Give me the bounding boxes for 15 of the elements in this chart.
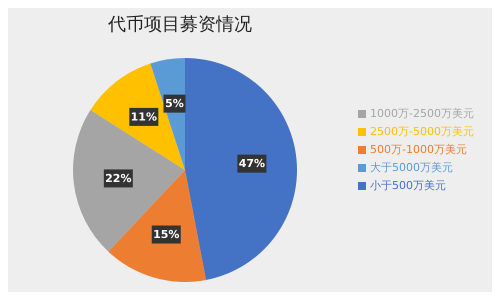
legend-label: 小于500万美元: [370, 179, 446, 192]
legend-label: 2500万-5000万美元: [370, 125, 474, 138]
data-label: 47%: [238, 157, 266, 170]
pie-slice: [90, 63, 185, 170]
legend-label: 大于5000万美元: [370, 161, 454, 174]
legend-label: 1000万-2500万美元: [370, 107, 474, 120]
pie-slice: [185, 58, 297, 280]
legend-label: 500万-1000万美元: [370, 143, 467, 156]
chart-title: 代币项目募资情况: [107, 13, 253, 36]
data-label: 22%: [105, 172, 132, 185]
pie-slice: [73, 110, 185, 252]
pie-slice: [108, 170, 206, 282]
data-label: 5%: [165, 97, 184, 110]
data-label: 15%: [153, 228, 180, 242]
data-label: 11%: [130, 110, 157, 124]
